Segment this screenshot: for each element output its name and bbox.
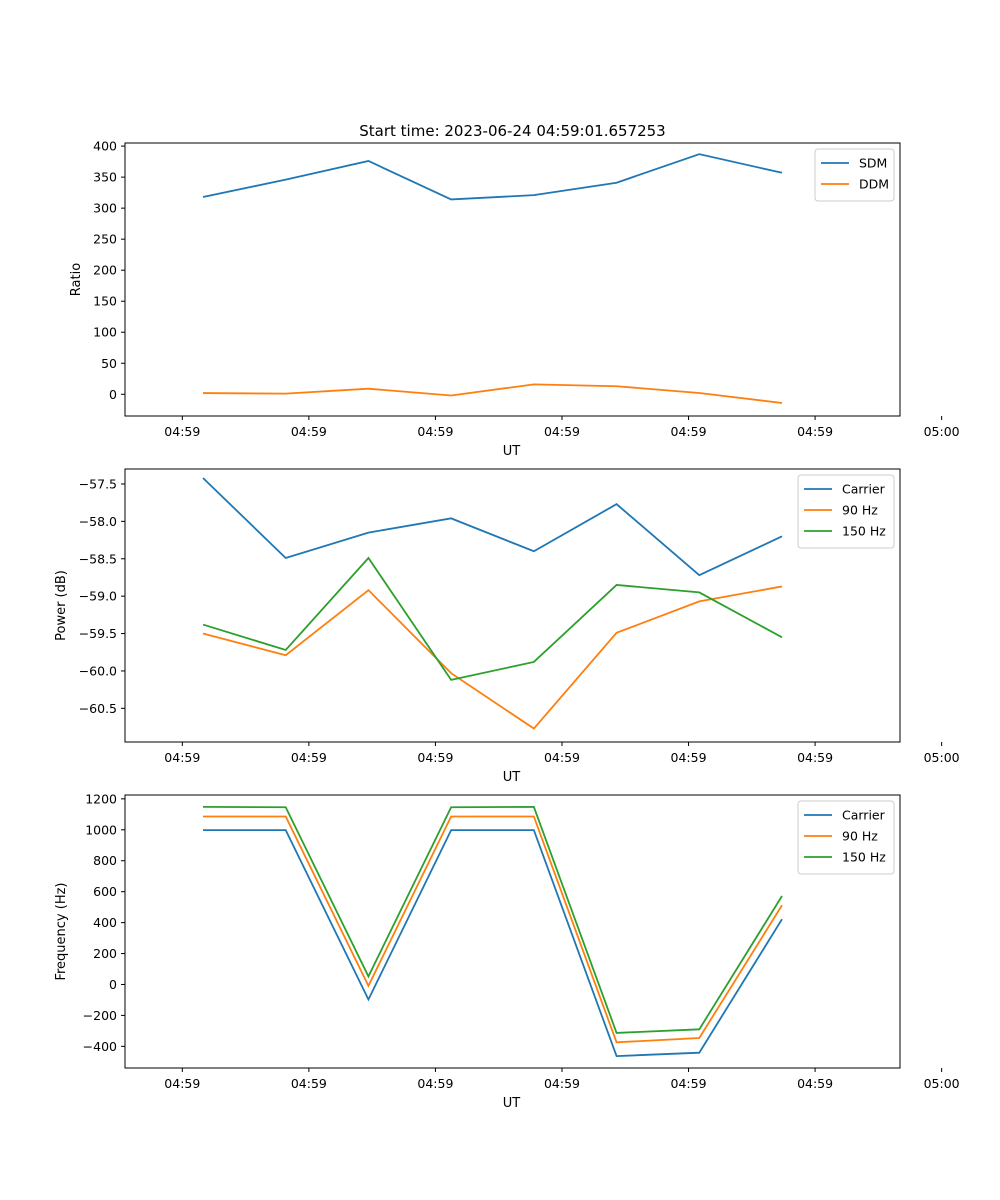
x-tick-label: 04:59 <box>797 1076 833 1091</box>
x-tick-label: 04:59 <box>164 424 200 439</box>
x-tick-label: 04:59 <box>164 750 200 765</box>
x-tick-label: 04:59 <box>417 750 453 765</box>
y-tick-label: 400 <box>93 915 117 930</box>
legend-box <box>797 474 895 549</box>
plot-frame <box>124 468 901 743</box>
x-tick-label: 04:59 <box>797 424 833 439</box>
y-tick-label: −59.5 <box>79 626 117 641</box>
series-line <box>202 477 783 577</box>
y-tick-label: 600 <box>93 884 117 899</box>
legend-label: DDM <box>859 177 889 192</box>
y-tick-label: 250 <box>93 232 117 247</box>
y-tick-label: −58.0 <box>79 514 117 529</box>
y-axis-label: Frequency (Hz) <box>54 882 69 980</box>
legend-label: 150 Hz <box>842 850 886 865</box>
x-tick-label: 05:00 <box>924 750 960 765</box>
y-tick-label: −57.5 <box>79 476 117 491</box>
x-tick-label: 04:59 <box>291 750 327 765</box>
legend-label: Carrier <box>842 808 886 823</box>
panels: 0 50 100 150 200 250 300 350 400 04:59 04:59 04:59 0… <box>54 139 960 1111</box>
y-tick-label: −58.5 <box>79 551 117 566</box>
x-axis-label: UT <box>503 444 521 459</box>
figure-title: Start time: 2023-06-24 04:59:01.657253 <box>359 122 665 140</box>
series-line <box>202 806 783 1034</box>
x-tick-label: 04:59 <box>164 1076 200 1091</box>
x-tick-label: 04:59 <box>291 424 327 439</box>
x-tick-label: 04:59 <box>417 424 453 439</box>
legend-box <box>814 148 895 202</box>
x-axis-label: UT <box>503 770 521 785</box>
x-tick-label: 04:59 <box>544 424 580 439</box>
y-tick-label: −400 <box>83 1039 117 1054</box>
y-tick-label: 0 <box>109 977 117 992</box>
x-tick-label: 04:59 <box>544 750 580 765</box>
x-tick-label: 04:59 <box>671 750 707 765</box>
chart-panel: 0 50 100 150 200 250 300 350 400 04:59 04:59 04:59 0… <box>69 139 960 459</box>
y-axis-label: Ratio <box>69 263 84 296</box>
y-axis-label: Power (dB) <box>54 570 69 641</box>
series-line <box>202 153 783 201</box>
chart-panel: −400 −200 0 200 400 600 800 1000 1200 04:59 04:59 0… <box>54 791 960 1111</box>
y-tick-label: 200 <box>93 263 117 278</box>
y-tick-label: −60.5 <box>79 701 117 716</box>
x-tick-label: 04:59 <box>291 1076 327 1091</box>
y-tick-label: −200 <box>83 1008 117 1023</box>
series-line <box>202 585 783 730</box>
x-tick-label: 04:59 <box>417 1076 453 1091</box>
legend-label: 90 Hz <box>842 829 878 844</box>
x-tick-label: 04:59 <box>797 750 833 765</box>
x-axis-label: UT <box>503 1096 521 1111</box>
x-tick-label: 04:59 <box>671 424 707 439</box>
legend-box <box>797 800 895 875</box>
y-tick-label: 200 <box>93 946 117 961</box>
series-line <box>202 383 783 404</box>
y-tick-label: 400 <box>93 139 117 154</box>
x-tick-label: 05:00 <box>924 424 960 439</box>
legend-label: 150 Hz <box>842 524 886 539</box>
y-tick-label: 800 <box>93 853 117 868</box>
y-tick-label: −59.0 <box>79 589 117 604</box>
y-tick-label: 350 <box>93 170 117 185</box>
series-line <box>202 556 783 681</box>
plot-frame <box>124 794 901 1069</box>
series-line <box>203 815 783 1044</box>
x-tick-label: 05:00 <box>924 1076 960 1091</box>
legend-label: Carrier <box>842 482 886 497</box>
chart-panel: −60.5 −60.0 −59.5 −59.0 −58.5 −58.0 −57.5 04:59… <box>54 468 960 785</box>
y-tick-label: 100 <box>93 325 117 340</box>
y-tick-label: 150 <box>93 294 117 309</box>
y-tick-label: 50 <box>101 356 117 371</box>
y-tick-label: 1000 <box>85 822 117 837</box>
y-tick-label: 0 <box>109 387 117 402</box>
y-tick-label: 300 <box>93 201 117 216</box>
legend-label: 90 Hz <box>842 503 878 518</box>
plot-frame <box>124 142 901 417</box>
series-line <box>203 829 783 1058</box>
x-tick-label: 04:59 <box>671 1076 707 1091</box>
legend-label: SDM <box>859 156 887 171</box>
x-tick-label: 04:59 <box>544 1076 580 1091</box>
y-tick-label: 1200 <box>85 791 117 806</box>
y-tick-label: −60.0 <box>79 663 117 678</box>
